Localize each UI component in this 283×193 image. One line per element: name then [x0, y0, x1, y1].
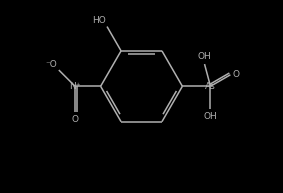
- Text: OH: OH: [198, 52, 211, 61]
- Text: ⁻O: ⁻O: [46, 60, 57, 69]
- Text: As: As: [205, 82, 216, 91]
- Text: O: O: [72, 115, 79, 124]
- Text: O: O: [233, 70, 240, 79]
- Text: HO: HO: [92, 16, 106, 25]
- Text: N⁺: N⁺: [69, 82, 81, 91]
- Text: OH: OH: [203, 112, 217, 121]
